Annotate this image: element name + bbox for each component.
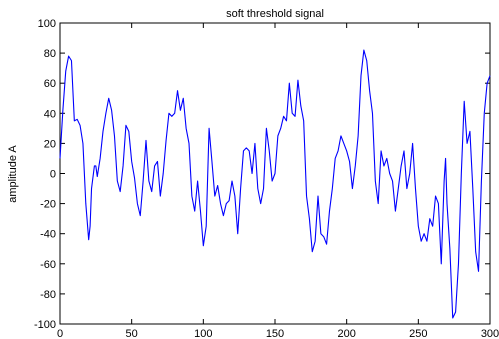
y-axis-label: amplitude A bbox=[7, 145, 19, 203]
y-tick-label: 100 bbox=[38, 18, 56, 30]
x-tick-label: 0 bbox=[57, 328, 63, 339]
x-axis-ticks: 0 50 100 150 200 250 300 bbox=[57, 23, 499, 339]
y-tick-label: 80 bbox=[44, 48, 56, 60]
y-tick-label: 0 bbox=[50, 169, 56, 181]
y-tick-label: -20 bbox=[40, 199, 56, 211]
x-tick-label: 250 bbox=[409, 328, 427, 339]
y-tick-label: -60 bbox=[40, 259, 56, 271]
x-tick-label: 300 bbox=[481, 328, 499, 339]
y-tick-label: 60 bbox=[44, 78, 56, 90]
y-tick-label: 40 bbox=[44, 108, 56, 120]
x-tick-label: 150 bbox=[266, 328, 284, 339]
y-tick-label: -40 bbox=[40, 229, 56, 241]
x-tick-label: 50 bbox=[126, 328, 138, 339]
y-tick-label: -100 bbox=[34, 319, 56, 331]
y-axis-ticks: 100 80 60 40 20 0 -20 -40 -60 -80 -100 bbox=[34, 18, 490, 331]
chart-title: soft threshold signal bbox=[226, 8, 324, 20]
signal-line bbox=[59, 49, 491, 319]
y-tick-label: -80 bbox=[40, 289, 56, 301]
x-tick-label: 200 bbox=[337, 328, 355, 339]
y-tick-label: 20 bbox=[44, 138, 56, 150]
x-tick-label: 100 bbox=[194, 328, 212, 339]
